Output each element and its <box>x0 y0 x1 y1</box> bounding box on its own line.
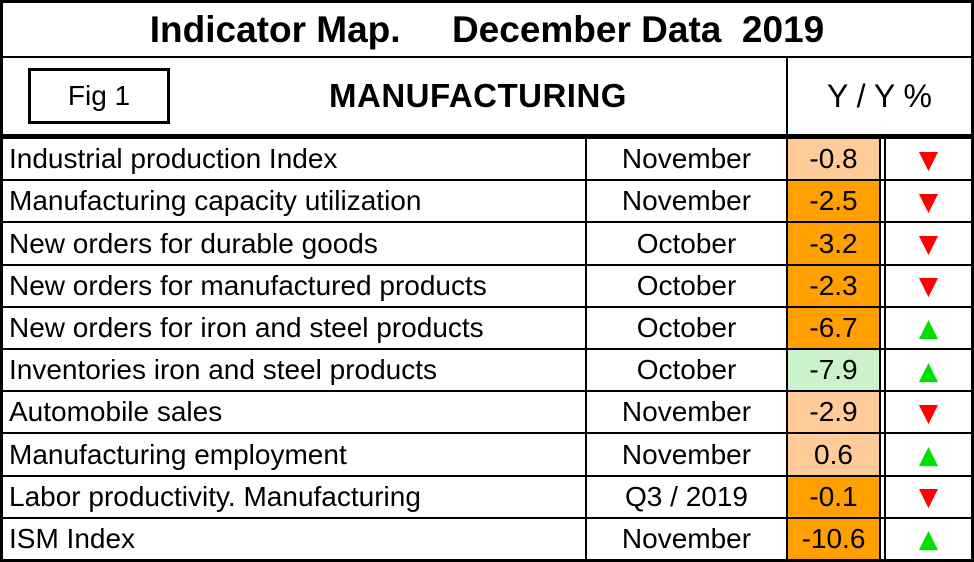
indicator-name: Industrial production Index <box>3 139 587 180</box>
table-row: Manufacturing capacity utilization Novem… <box>3 181 971 224</box>
column-spacer <box>881 434 886 475</box>
table-row: New orders for manufactured products Oct… <box>3 265 971 308</box>
value-cell: 0.6 <box>788 434 881 475</box>
trend-up-icon: ▲ <box>918 355 939 385</box>
indicator-name: Manufacturing capacity utilization <box>3 181 587 222</box>
table-row: Industrial production Index November -0.… <box>3 139 971 182</box>
trend-down-icon: ▼ <box>918 482 939 512</box>
value-cell: -6.7 <box>788 307 881 349</box>
indicator-name: ISM Index <box>3 518 587 560</box>
value-cell: -3.2 <box>788 223 881 264</box>
column-spacer <box>881 307 886 349</box>
table-row: New orders for iron and steel products O… <box>3 307 971 351</box>
column-spacer <box>881 223 886 264</box>
indicator-name: New orders for durable goods <box>3 223 587 264</box>
table-header: Fig 1 MANUFACTURING Y / Y % <box>3 58 971 139</box>
table-row: Labor productivity. Manufacturing Q3 / 2… <box>3 476 971 519</box>
trend-up-icon: ▲ <box>918 313 939 343</box>
value-cell: -0.8 <box>788 139 881 180</box>
value-cell: -2.3 <box>788 265 881 306</box>
trend-down-icon: ▼ <box>918 229 939 258</box>
indicator-name: Labor productivity. Manufacturing <box>3 476 587 517</box>
trend-down-icon: ▼ <box>918 271 939 301</box>
period-cell: Q3 / 2019 <box>587 476 788 517</box>
indicator-name: New orders for manufactured products <box>3 265 587 306</box>
trend-down-icon: ▼ <box>918 397 939 427</box>
trend-down-icon: ▼ <box>918 144 939 174</box>
period-cell: October <box>587 265 788 306</box>
column-spacer <box>881 350 886 391</box>
table-row: Manufacturing employment November 0.6 ▲ <box>3 434 971 477</box>
period-cell: October <box>587 307 788 349</box>
header-left-cell: Fig 1 MANUFACTURING <box>3 58 788 134</box>
value-cell: -7.9 <box>788 350 881 391</box>
value-cell: -2.9 <box>788 392 881 433</box>
period-cell: November <box>587 392 788 433</box>
table-row: Inventories iron and steel products Octo… <box>3 350 971 393</box>
value-cell: -0.1 <box>788 476 881 517</box>
column-spacer <box>881 139 886 180</box>
value-cell: -10.6 <box>788 518 881 560</box>
column-spacer <box>881 181 886 222</box>
trend-down-icon: ▼ <box>918 186 939 216</box>
column-spacer <box>881 392 886 433</box>
period-cell: October <box>587 223 788 264</box>
period-cell: November <box>587 181 788 222</box>
figure-label-box: Fig 1 <box>28 68 170 124</box>
trend-up-icon: ▲ <box>918 440 939 470</box>
period-cell: November <box>587 518 788 560</box>
unit-header: Y / Y % <box>827 77 932 114</box>
period-cell: November <box>587 434 788 475</box>
indicator-name: Inventories iron and steel products <box>3 350 587 391</box>
table-row: Automobile sales November -2.9 ▼ <box>3 392 971 435</box>
section-title: MANUFACTURING <box>329 77 627 114</box>
column-spacer <box>881 476 886 517</box>
value-cell: -2.5 <box>788 181 881 222</box>
column-spacer <box>881 518 886 560</box>
trend-up-icon: ▲ <box>918 524 939 554</box>
period-cell: November <box>587 139 788 180</box>
column-spacer <box>881 265 886 306</box>
period-cell: October <box>587 350 788 391</box>
table-row: New orders for durable goods October -3.… <box>3 223 971 266</box>
indicator-name: New orders for iron and steel products <box>3 307 587 349</box>
indicator-name: Manufacturing employment <box>3 434 587 475</box>
indicator-name: Automobile sales <box>3 392 587 433</box>
page-title: Indicator Map. December Data 2019 <box>3 3 971 58</box>
table-row: ISM Index November -10.6 ▲ <box>3 518 971 560</box>
